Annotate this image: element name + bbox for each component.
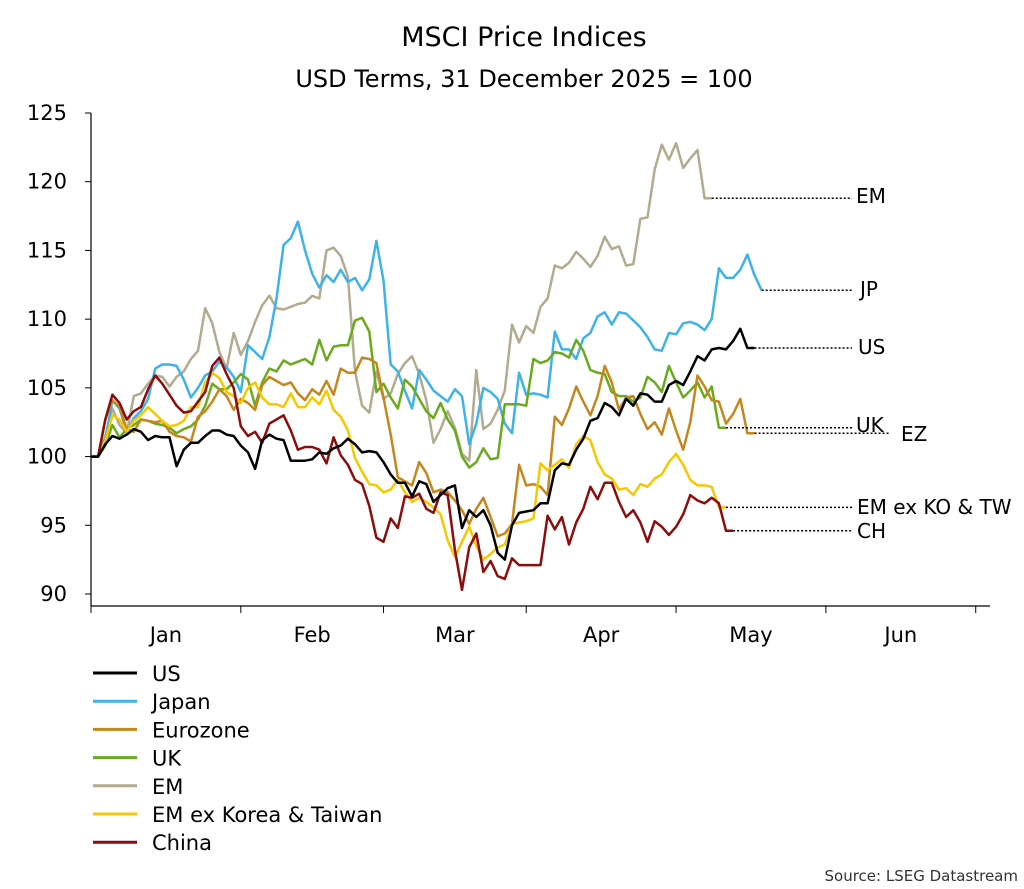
legend-label: UK [152, 747, 182, 771]
end-label: EZ [901, 422, 927, 446]
x-tick-label: Mar [435, 623, 475, 647]
legend-label: EM ex Korea & Taiwan [152, 803, 382, 827]
legend-label: China [152, 831, 212, 855]
y-tick-label: 115 [27, 238, 67, 262]
y-tick-label: 125 [27, 101, 67, 125]
series-line [91, 220, 763, 458]
y-axis-ticks: 90 95 100 105 110 115 120 125 [27, 101, 91, 606]
x-tick-label: Jan [148, 623, 182, 647]
y-tick-label: 100 [27, 445, 67, 469]
end-label: CH [857, 519, 886, 543]
end-label: JP [858, 277, 878, 301]
x-axis-ticks: Jan Feb Mar Apr May Jun [90, 606, 977, 647]
x-tick-label: Apr [583, 623, 620, 647]
legend: US Japan Eurozone UK EM EM ex Korea & Taiwan C… [93, 662, 382, 855]
series-lines [91, 141, 763, 592]
end-label: US [858, 335, 885, 359]
legend-label: EM [152, 775, 183, 799]
end-label: UK [856, 413, 885, 437]
source-note: Source: LSEG Datastream [825, 867, 1018, 885]
y-tick-label: 110 [27, 307, 67, 331]
y-tick-label: 105 [27, 376, 67, 400]
chart-subtitle: USD Terms, 31 December 2025 = 100 [295, 65, 752, 93]
series-line [91, 327, 755, 561]
y-tick-label: 95 [40, 513, 67, 537]
chart-title: MSCI Price Indices [401, 22, 647, 53]
legend-label: US [152, 662, 181, 686]
series-line [91, 356, 755, 538]
series-line [91, 316, 726, 469]
x-tick-label: May [729, 623, 772, 647]
y-tick-label: 120 [27, 170, 67, 194]
end-label: EM [856, 184, 886, 208]
x-tick-label: Feb [294, 623, 331, 647]
y-tick-label: 90 [40, 582, 67, 606]
legend-label: Japan [150, 690, 211, 714]
x-tick-label: Jun [882, 623, 917, 647]
end-label: EM ex KO & TW [857, 495, 1012, 519]
series-line [91, 141, 712, 462]
series-line [91, 356, 734, 592]
legend-label: Eurozone [152, 718, 250, 742]
